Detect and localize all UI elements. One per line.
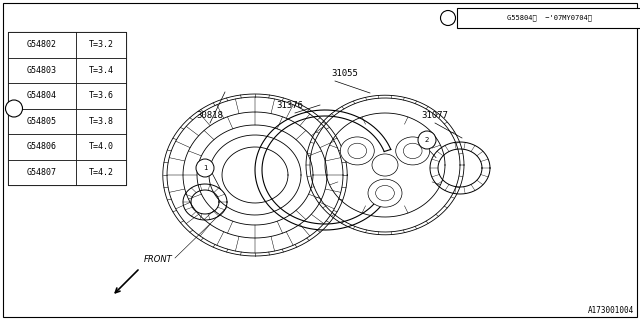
Text: A173001004: A173001004	[588, 306, 634, 315]
Bar	[76, 58, 126, 83]
Text: G55804〈  −'07MY0704〉: G55804〈 −'07MY0704〉	[507, 15, 592, 21]
Text: 31077: 31077	[422, 111, 449, 120]
Text: G54803: G54803	[27, 66, 57, 75]
Bar	[76, 159, 126, 185]
Circle shape	[6, 100, 22, 117]
Text: G54807: G54807	[27, 168, 57, 177]
Text: T=4.0: T=4.0	[88, 142, 113, 151]
Circle shape	[196, 159, 214, 177]
Bar	[76, 108, 126, 134]
Bar	[8, 83, 76, 108]
Text: 2: 2	[446, 15, 450, 20]
Text: T=3.8: T=3.8	[88, 117, 113, 126]
Text: 30818: 30818	[196, 111, 223, 120]
Text: T=4.2: T=4.2	[88, 168, 113, 177]
Bar	[8, 32, 76, 58]
Bar	[8, 58, 76, 83]
Bar	[76, 32, 126, 58]
Text: 2: 2	[425, 137, 429, 143]
Ellipse shape	[372, 154, 398, 176]
Ellipse shape	[396, 137, 429, 165]
Bar	[8, 108, 76, 134]
Circle shape	[440, 11, 456, 26]
Ellipse shape	[340, 137, 374, 165]
Text: FRONT: FRONT	[144, 255, 173, 264]
Text: G54805: G54805	[27, 117, 57, 126]
Text: T=3.6: T=3.6	[88, 91, 113, 100]
Text: G54802: G54802	[27, 40, 57, 49]
Text: 1: 1	[12, 104, 17, 113]
Text: T=3.4: T=3.4	[88, 66, 113, 75]
Text: 1: 1	[203, 165, 207, 171]
Ellipse shape	[348, 143, 367, 159]
Bar	[8, 32, 126, 185]
Circle shape	[418, 131, 436, 149]
Bar	[457, 8, 640, 28]
Text: G54806: G54806	[27, 142, 57, 151]
Text: 31376: 31376	[276, 101, 303, 110]
Bar	[76, 83, 126, 108]
Text: 31055: 31055	[332, 69, 358, 78]
Ellipse shape	[376, 186, 394, 201]
Text: T=3.2: T=3.2	[88, 40, 113, 49]
Bar	[8, 134, 76, 159]
Text: G54804: G54804	[27, 91, 57, 100]
Bar	[8, 159, 76, 185]
Ellipse shape	[403, 143, 422, 159]
Ellipse shape	[368, 179, 402, 207]
Bar	[76, 134, 126, 159]
